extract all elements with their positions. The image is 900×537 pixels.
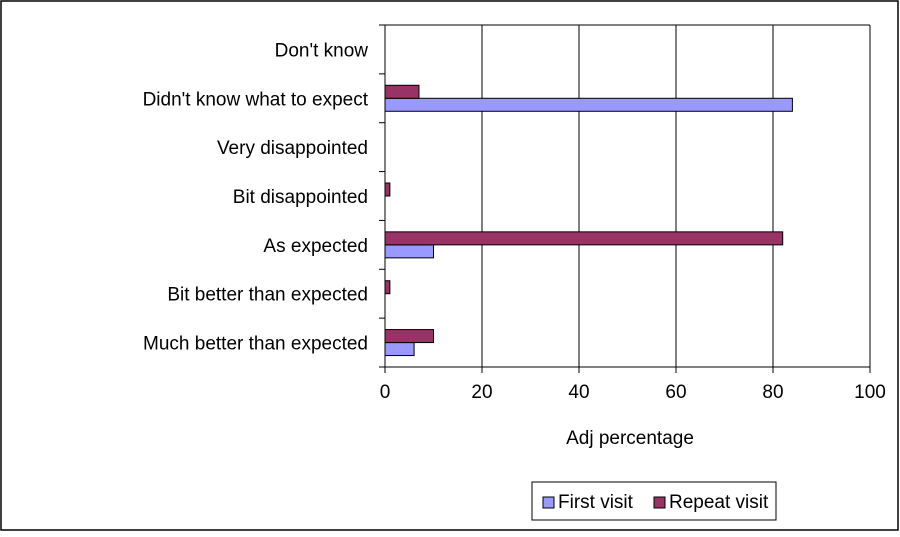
x-tick-label-0: 0 <box>380 382 391 403</box>
y-tick-label-much-better-than-expected: Much better than expected <box>143 334 368 355</box>
bar-repeat-visit-much-better-than-expected <box>384 329 434 344</box>
legend-label-repeat-visit: Repeat visit <box>669 492 769 513</box>
x-tick-label-80: 80 <box>762 382 783 403</box>
y-tick-label-didn-t-know-what-to-expect: Didn't know what to expect <box>143 89 369 110</box>
y-tick-label-bit-disappointed: Bit disappointed <box>233 187 368 208</box>
bars <box>384 84 793 357</box>
x-tick-label-40: 40 <box>568 382 589 403</box>
legend: First visit Repeat visit <box>531 481 777 521</box>
bar-repeat-visit-didn-t-know-what-to-expect <box>384 84 420 99</box>
bar-first-visit-as-expected <box>384 244 434 259</box>
bar-first-visit-didn-t-know-what-to-expect <box>384 97 793 112</box>
y-tick-label-very-disappointed: Very disappointed <box>217 138 368 159</box>
x-tick-label-60: 60 <box>665 382 686 403</box>
legend-swatch-first-visit <box>542 496 555 509</box>
gridlines <box>385 24 871 367</box>
legend-label-first-visit: First visit <box>558 492 634 513</box>
x-tick-label-100: 100 <box>854 382 886 403</box>
x-axis-title: Adj percentage <box>566 428 694 449</box>
y-tick-label-as-expected: As expected <box>263 236 368 257</box>
bar-repeat-visit-as-expected <box>384 231 784 246</box>
legend-swatch-repeat-visit <box>653 496 666 509</box>
bar-repeat-visit-bit-better-than-expected <box>384 280 391 295</box>
bar-repeat-visit-bit-disappointed <box>384 182 391 197</box>
y-tick-label-don-t-know: Don't know <box>275 40 369 61</box>
y-tick-label-bit-better-than-expected: Bit better than expected <box>167 285 368 306</box>
bar-first-visit-much-better-than-expected <box>384 342 415 357</box>
axes: Much better than expected Bit better than… <box>143 24 886 403</box>
x-tick-label-20: 20 <box>471 382 492 403</box>
